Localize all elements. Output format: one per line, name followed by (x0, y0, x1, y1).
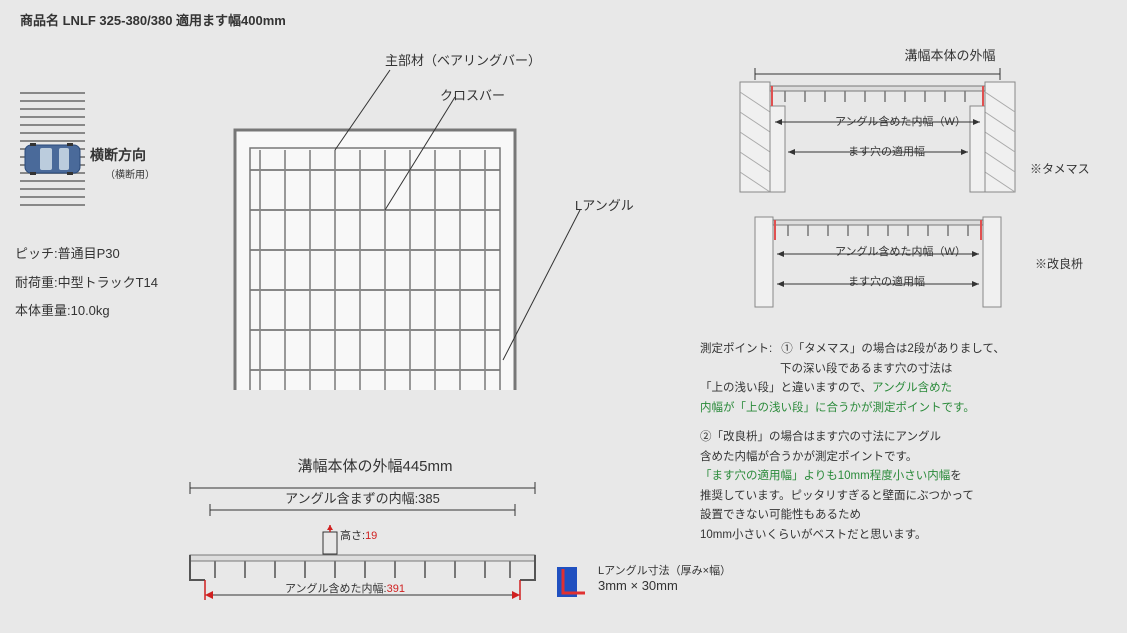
wall-left (740, 82, 785, 192)
right-column: 溝幅本体の外幅 (700, 45, 1100, 545)
measure-point-block: 測定ポイント: ①「タメマス」の場合は2段がありまして、 下の深い段であるます穴… (700, 340, 1100, 545)
inner-w-label-2: アングル含めた内幅（W） (835, 243, 966, 259)
apply-label-1: ます穴の適用幅 (848, 143, 925, 159)
direction-title: 横断方向 (90, 145, 146, 165)
callout-cross-bar: クロスバー (440, 85, 505, 104)
p2-c: 「ます穴の適用幅」よりも10mm程度小さい内幅 (700, 470, 950, 482)
p2-d: を (950, 470, 962, 482)
height-indicator (323, 525, 337, 554)
l-angle-spec-label: Lアングル寸法（厚み×幅） (598, 562, 731, 578)
cross-section-diagram: 溝幅本体の外幅445mm (155, 455, 595, 623)
direction-subtitle: （横断用） (105, 166, 155, 181)
kairyo-note: ※改良枡 (1035, 255, 1083, 272)
height-value: 19 (365, 530, 377, 542)
grating-diagram (215, 60, 665, 390)
apply-label-2: ます穴の適用幅 (848, 273, 925, 289)
p1-e: 内幅が「上の浅い段」に合うかが測定ポイントです。 (700, 399, 1100, 419)
height-label: 高さ: (340, 530, 365, 542)
l-angle-spec-value: 3mm × 30mm (598, 578, 678, 593)
p1-d: アングル含めた (872, 382, 952, 394)
road-icon (15, 85, 90, 215)
angle-inner-label: アングル含めた内幅: (285, 583, 387, 595)
p1-b: 下の深い段であるます穴の寸法は (700, 360, 1100, 380)
spec-pitch: ピッチ:普通目P30 (15, 240, 158, 269)
l-angle-icon (555, 565, 593, 603)
angle-inner-value: 391 (387, 583, 405, 595)
p2-b: 含めた内幅が合うかが測定ポイントです。 (700, 448, 1100, 468)
angle-inner-group: アングル含めた内幅:391 (285, 580, 405, 596)
l-angle-icon-block (555, 565, 593, 606)
spec-list: ピッチ:普通目P30 耐荷重:中型トラックT14 本体重量:10.0kg (15, 240, 158, 326)
measure-point-label: 測定ポイント: (700, 340, 778, 360)
product-name: 商品名 LNLF 325-380/380 適用ます幅400mm (20, 10, 286, 29)
p1-a: ①「タメマス」の場合は2段がありまして、 (781, 343, 1005, 355)
p2-a: ②「改良枡」の場合はます穴の寸法にアングル (700, 428, 1100, 448)
height-label-group: 高さ:19 (340, 527, 377, 543)
wall-right-2 (983, 217, 1001, 307)
callout-l-angle: Lアングル (575, 195, 634, 214)
p2-e: 推奨しています。ピッタリすぎると壁面にぶつかって (700, 487, 1100, 507)
p2-f: 設置できない可能性もあるため (700, 506, 1100, 526)
right-outer-label-1: 溝幅本体の外幅 (800, 45, 1100, 64)
wall-left-2 (755, 217, 773, 307)
tamemasu-note: ※タメマス (1030, 160, 1090, 177)
kairyo-diagram (700, 212, 1030, 312)
p1-c: 「上の浅い段」と違いますので、 (700, 382, 872, 394)
tamemasu-diagram (700, 64, 1030, 194)
callout-main-bar: 主部材（ベアリングバー） (385, 50, 541, 69)
p2-g: 10mm小さいくらいがベストだと思います。 (700, 526, 1100, 546)
spec-weight: 本体重量:10.0kg (15, 297, 158, 326)
car-icon (25, 143, 80, 175)
wall-right (970, 82, 1015, 192)
no-angle-inner-label: アングル含まずの内幅:385 (155, 488, 570, 507)
spec-load: 耐荷重:中型トラックT14 (15, 269, 158, 298)
inner-w-label-1: アングル含めた内幅（W） (835, 113, 966, 129)
outer-width-label: 溝幅本体の外幅445mm (155, 455, 595, 476)
